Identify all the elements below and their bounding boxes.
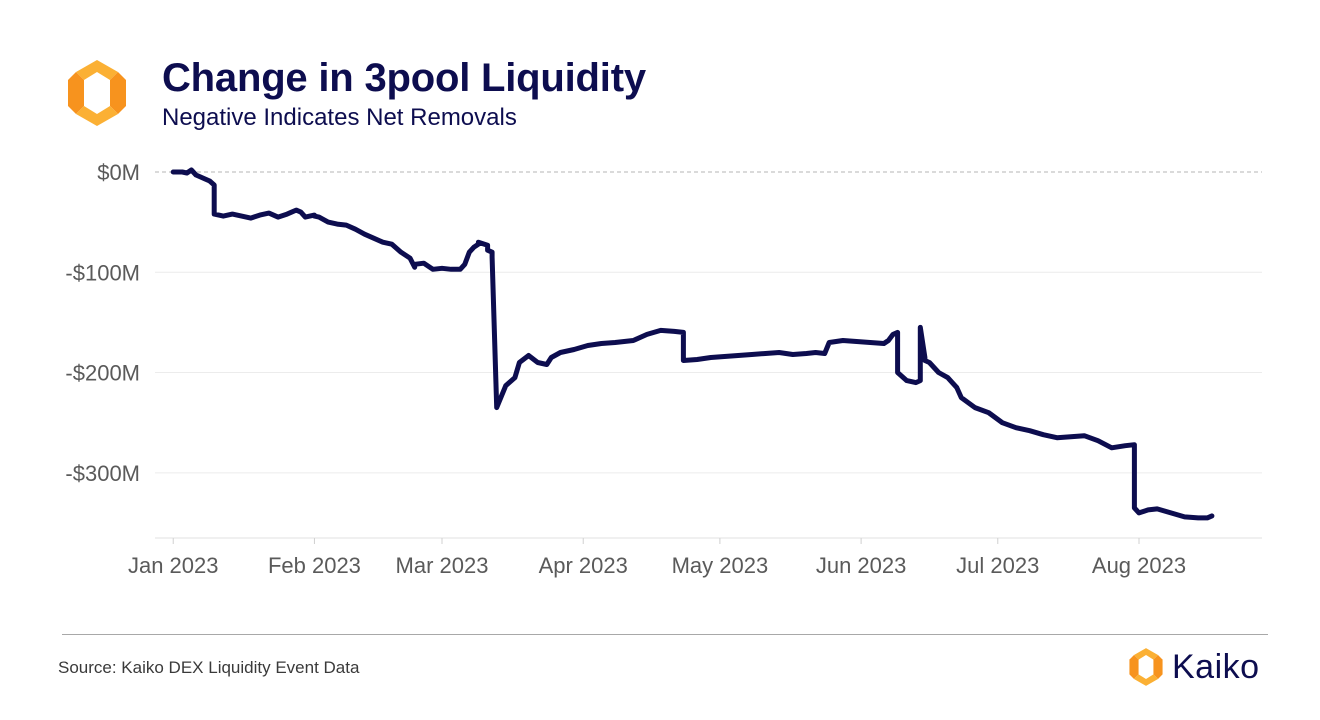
x-tick-label: Jan 2023 xyxy=(128,553,219,578)
kaiko-logo-icon xyxy=(1129,648,1163,686)
x-tick-label: Jun 2023 xyxy=(816,553,907,578)
x-tick-label: Apr 2023 xyxy=(539,553,628,578)
chart-title: Change in 3pool Liquidity xyxy=(162,56,646,100)
x-tick-label: Aug 2023 xyxy=(1092,553,1186,578)
x-tick-labels: Jan 2023 Feb 2023 Mar 2023 Apr 2023 May 2023… xyxy=(128,553,1186,578)
series-line xyxy=(170,167,1215,521)
footer-divider xyxy=(62,634,1268,635)
chart-subtitle: Negative Indicates Net Removals xyxy=(162,104,517,131)
x-axis xyxy=(155,537,1262,544)
y-tick-label: -$200M xyxy=(65,361,140,386)
x-tick-label: Mar 2023 xyxy=(396,553,489,578)
kaiko-logo-icon xyxy=(68,60,126,126)
y-tick-label: -$100M xyxy=(65,260,140,285)
y-tick-label: $0M xyxy=(97,160,140,185)
x-tick-label: Jul 2023 xyxy=(956,553,1039,578)
y-tick-labels: $0M -$100M -$200M -$300M xyxy=(65,160,140,486)
x-tick-label: May 2023 xyxy=(672,553,769,578)
y-tick-label: -$300M xyxy=(65,461,140,486)
footer-brand: Kaiko xyxy=(1126,646,1260,688)
x-tick-label: Feb 2023 xyxy=(268,553,361,578)
line-chart: $0M -$100M -$200M -$300M Jan 2023 Feb 2023 Ma… xyxy=(65,160,1262,578)
brand-name: Kaiko xyxy=(1172,647,1260,686)
grid-lines xyxy=(155,171,1262,474)
source-note: Source: Kaiko DEX Liquidity Event Data xyxy=(58,658,360,677)
